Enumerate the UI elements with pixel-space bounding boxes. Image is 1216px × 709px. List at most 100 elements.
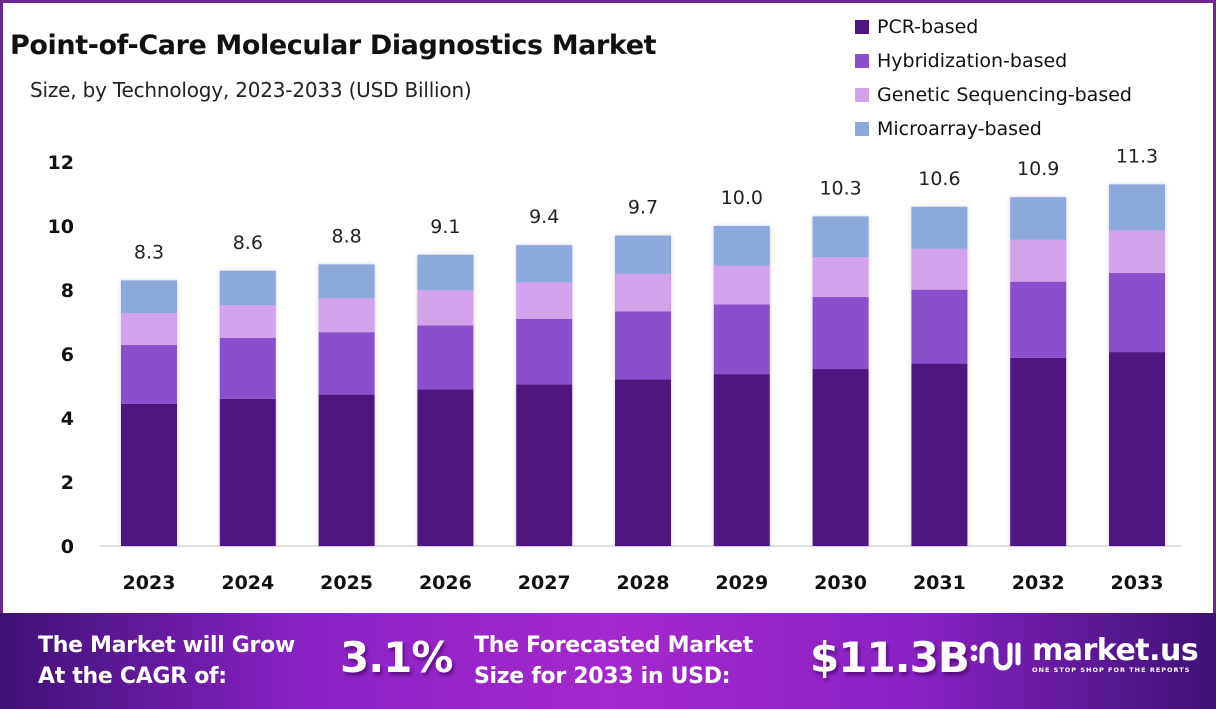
bar-segment-hybridization-based-2023 bbox=[121, 345, 177, 404]
forecast-label-line2: Size for 2033 in USD: bbox=[474, 664, 731, 689]
bar-segment-hybridization-based-2026 bbox=[417, 325, 474, 390]
x-tick-label: 2024 bbox=[221, 572, 274, 594]
bar-segment-pcr-based-2023 bbox=[121, 403, 177, 546]
bar-total-label: 8.6 bbox=[233, 232, 263, 254]
bar-stack-2027 bbox=[516, 245, 573, 546]
bar-total-label: 10.9 bbox=[1017, 158, 1059, 180]
x-axis: 2023 2024 2025 2026 2027 2028 2029 2030 2031 2032… bbox=[123, 572, 1164, 594]
stacked-bar-chart: 0 2 4 6 8 10 12 8.3 8.6 8.8 9.1 9.4 9.7 10.0 10.3 10.6… bbox=[48, 145, 1182, 594]
bar-segment-microarray-based-2024 bbox=[219, 270, 276, 306]
legend-swatch-pcr bbox=[855, 20, 869, 34]
bar-total-label: 9.1 bbox=[430, 216, 460, 238]
forecast-value: $11.3B bbox=[810, 633, 970, 682]
cagr-label: The Market will Grow At the CAGR of: bbox=[38, 630, 295, 692]
x-tick-label: 2033 bbox=[1111, 572, 1164, 594]
bar-total-label: 8.8 bbox=[331, 225, 361, 247]
bar-segment-pcr-based-2032 bbox=[1010, 357, 1067, 546]
bar-stack-2026 bbox=[417, 254, 474, 546]
brand-logo[interactable]: market.us ONE STOP SHOP FOR THE REPORTS bbox=[968, 633, 1199, 675]
forecast-label-line1: The Forecasted Market bbox=[474, 633, 753, 658]
bar-total-label: 10.3 bbox=[819, 177, 861, 199]
bar-segment-hybridization-based-2027 bbox=[516, 318, 573, 385]
bar-stack-2032 bbox=[1010, 197, 1067, 546]
bar-segment-pcr-based-2026 bbox=[417, 389, 474, 546]
chart-subtitle: Size, by Technology, 2023-2033 (USD Bill… bbox=[30, 78, 472, 102]
bar-segment-hybridization-based-2025 bbox=[318, 332, 375, 395]
bar-segment-microarray-based-2032 bbox=[1010, 197, 1067, 240]
x-tick-label: 2027 bbox=[518, 572, 571, 594]
bar-segment-genetic-sequencing-based-2033 bbox=[1109, 230, 1165, 274]
y-tick-label: 6 bbox=[61, 344, 74, 366]
x-tick-label: 2026 bbox=[419, 572, 472, 594]
bar-segment-microarray-based-2030 bbox=[812, 216, 869, 258]
bar-segment-hybridization-based-2030 bbox=[812, 297, 869, 370]
bar-segment-hybridization-based-2033 bbox=[1109, 273, 1165, 353]
bar-segment-microarray-based-2023 bbox=[121, 280, 177, 314]
bar-stack-2024 bbox=[219, 270, 276, 546]
x-tick-label: 2032 bbox=[1012, 572, 1065, 594]
bar-segment-microarray-based-2025 bbox=[318, 264, 375, 299]
bar-segment-pcr-based-2031 bbox=[911, 363, 968, 546]
bar-segment-hybridization-based-2028 bbox=[615, 311, 671, 380]
footer-banner: The Market will Grow At the CAGR of: 3.1… bbox=[0, 613, 1216, 709]
bar-segment-hybridization-based-2032 bbox=[1010, 281, 1067, 358]
legend-item-pcr: PCR-based bbox=[855, 10, 1132, 44]
y-tick-label: 2 bbox=[61, 472, 74, 494]
bar-segment-hybridization-based-2029 bbox=[713, 304, 770, 375]
bar-segment-genetic-sequencing-based-2023 bbox=[121, 313, 177, 346]
bar-segment-genetic-sequencing-based-2029 bbox=[713, 265, 770, 305]
bar-segment-genetic-sequencing-based-2032 bbox=[1010, 239, 1067, 282]
bar-total-label: 10.0 bbox=[721, 187, 763, 209]
legend-label: Microarray-based bbox=[877, 118, 1042, 140]
bar-segment-microarray-based-2027 bbox=[516, 245, 573, 283]
cagr-label-line2: At the CAGR of: bbox=[38, 664, 227, 689]
y-tick-label: 8 bbox=[61, 280, 74, 302]
bar-segment-genetic-sequencing-based-2031 bbox=[911, 248, 968, 290]
cagr-value: 3.1% bbox=[340, 633, 453, 682]
bar-stack-2029 bbox=[713, 226, 770, 546]
bar-segment-microarray-based-2028 bbox=[615, 235, 671, 274]
bar-stack-2031 bbox=[911, 206, 968, 546]
bar-segment-genetic-sequencing-based-2025 bbox=[318, 298, 375, 333]
bar-total-label: 10.6 bbox=[918, 168, 960, 190]
bar-segment-pcr-based-2028 bbox=[615, 379, 671, 546]
market-us-logo-icon bbox=[970, 641, 1021, 671]
x-tick-label: 2031 bbox=[913, 572, 966, 594]
legend-swatch-genetic-sequencing bbox=[855, 88, 869, 102]
brand-name: market.us bbox=[1032, 633, 1199, 668]
y-tick-label: 10 bbox=[48, 216, 74, 238]
bar-segment-hybridization-based-2024 bbox=[219, 338, 276, 399]
legend-item-microarray: Microarray-based bbox=[855, 112, 1132, 146]
bar-segment-microarray-based-2029 bbox=[713, 226, 770, 266]
bar-segment-microarray-based-2033 bbox=[1109, 184, 1165, 231]
bar-segment-pcr-based-2033 bbox=[1109, 352, 1165, 546]
bar-stack-2028 bbox=[615, 235, 671, 546]
bar-total-label: 11.3 bbox=[1116, 145, 1158, 167]
x-tick-label: 2029 bbox=[715, 572, 768, 594]
legend-label: Hybridization-based bbox=[877, 50, 1068, 72]
bar-segment-genetic-sequencing-based-2030 bbox=[812, 257, 869, 298]
bar-total-label: 9.7 bbox=[628, 197, 658, 219]
legend-item-genetic-sequencing: Genetic Sequencing-based bbox=[855, 78, 1132, 112]
bar-segment-genetic-sequencing-based-2024 bbox=[219, 305, 276, 338]
bars: 8.3 8.6 8.8 9.1 9.4 9.7 10.0 10.3 10.6 10.9 11.3 bbox=[121, 145, 1165, 546]
y-tick-label: 4 bbox=[61, 408, 74, 430]
bar-stack-2030 bbox=[812, 216, 869, 546]
x-tick-label: 2025 bbox=[320, 572, 373, 594]
legend-swatch-microarray bbox=[855, 122, 869, 136]
x-tick-label: 2023 bbox=[123, 572, 176, 594]
legend-item-hybridization: Hybridization-based bbox=[855, 44, 1132, 78]
bar-total-label: 8.3 bbox=[134, 241, 164, 263]
x-tick-label: 2028 bbox=[617, 572, 670, 594]
y-tick-label: 0 bbox=[61, 536, 74, 558]
bar-stack-2033 bbox=[1109, 184, 1165, 546]
bar-segment-microarray-based-2026 bbox=[417, 254, 474, 291]
bar-segment-pcr-based-2024 bbox=[219, 398, 276, 546]
y-tick-label: 12 bbox=[48, 152, 74, 174]
legend-label: Genetic Sequencing-based bbox=[877, 84, 1132, 106]
legend-label: PCR-based bbox=[877, 16, 979, 38]
bar-segment-hybridization-based-2031 bbox=[911, 289, 968, 364]
chart-title: Point-of-Care Molecular Diagnostics Mark… bbox=[10, 30, 657, 61]
bar-segment-genetic-sequencing-based-2026 bbox=[417, 290, 474, 326]
forecast-label: The Forecasted Market Size for 2033 in U… bbox=[474, 630, 753, 692]
